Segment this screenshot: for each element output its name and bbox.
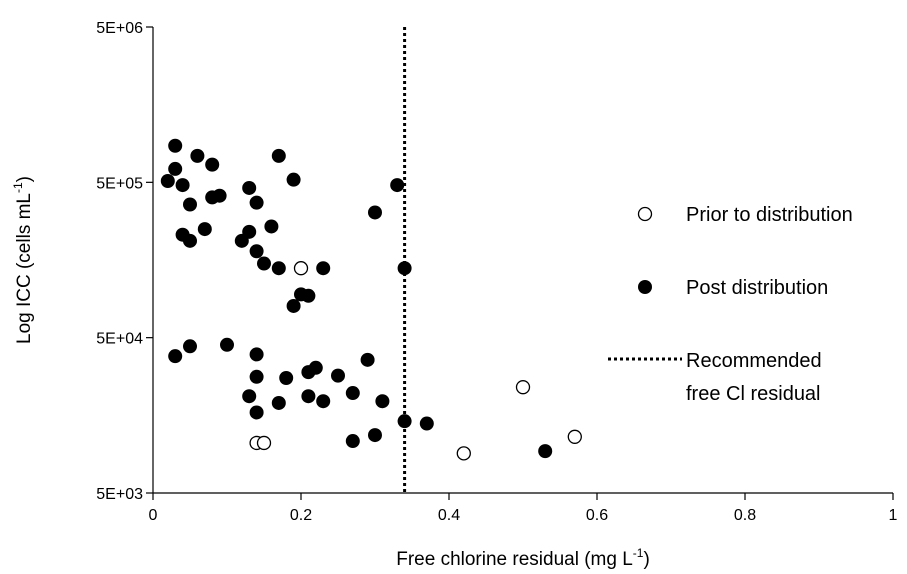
- point-post-distribution: [197, 222, 212, 237]
- point-post-distribution: [360, 352, 375, 367]
- point-post-distribution: [242, 180, 257, 195]
- point-post-distribution: [271, 395, 286, 410]
- point-post-distribution: [301, 288, 316, 303]
- point-post-distribution: [168, 161, 183, 176]
- x-tick-label: 0.2: [290, 507, 312, 524]
- x-axis-label: Free chlorine residual (mg L-1): [396, 546, 650, 570]
- legend-label-reference-line1: Recommended: [686, 350, 822, 372]
- point-post-distribution: [345, 434, 360, 449]
- point-prior-distribution: [567, 429, 582, 444]
- point-post-distribution: [264, 219, 279, 234]
- point-post-distribution: [331, 368, 345, 383]
- x-tick-label: 0.6: [586, 507, 608, 524]
- point-post-distribution: [183, 197, 197, 212]
- point-post-distribution: [397, 261, 412, 276]
- point-post-distribution: [538, 444, 553, 459]
- legend-marker-post: [638, 280, 652, 294]
- x-tick-label: 1: [889, 507, 898, 524]
- legend-label-post: Post distribution: [686, 277, 828, 299]
- y-tick-label: 5E+05: [96, 175, 143, 192]
- x-ticks: 0 0.2 0.4 0.6 0.8 1: [149, 493, 898, 524]
- x-tick-label: 0: [149, 507, 158, 524]
- point-post-distribution: [183, 339, 197, 354]
- point-post-distribution: [279, 370, 294, 385]
- point-prior-distribution: [456, 446, 471, 461]
- point-post-distribution: [271, 148, 286, 163]
- point-post-distribution: [183, 233, 197, 248]
- legend-label-reference-line2: free Cl residual: [686, 383, 821, 405]
- y-ticks: 5E+03 5E+04 5E+05 5E+06: [96, 20, 153, 503]
- point-post-distribution: [308, 360, 323, 375]
- point-post-distribution: [190, 148, 205, 163]
- point-post-distribution: [168, 138, 183, 153]
- point-prior-distribution: [293, 261, 309, 276]
- x-tick-label: 0.4: [438, 507, 460, 524]
- point-post-distribution: [419, 416, 434, 431]
- data-points: [160, 138, 582, 461]
- x-tick-label: 0.8: [734, 507, 756, 524]
- point-post-distribution: [345, 386, 360, 401]
- axes: [152, 27, 893, 494]
- point-post-distribution: [205, 157, 220, 172]
- point-post-distribution: [249, 244, 264, 259]
- point-post-distribution: [271, 261, 286, 276]
- legend-label-prior: Prior to distribution: [686, 204, 853, 226]
- point-post-distribution: [286, 298, 301, 313]
- y-tick-label: 5E+06: [96, 20, 143, 37]
- point-post-distribution: [368, 428, 382, 443]
- point-post-distribution: [249, 347, 264, 362]
- point-post-distribution: [175, 178, 190, 193]
- point-post-distribution: [242, 389, 257, 404]
- point-post-distribution: [375, 394, 390, 409]
- legend-marker-prior: [637, 206, 653, 222]
- point-post-distribution: [316, 261, 331, 276]
- point-prior-distribution: [256, 435, 272, 451]
- point-post-distribution: [301, 389, 316, 404]
- legend: Prior to distribution Post distribution …: [608, 204, 853, 405]
- point-post-distribution: [220, 337, 234, 352]
- point-post-distribution: [368, 205, 382, 220]
- point-post-distribution: [160, 173, 175, 188]
- point-post-distribution: [168, 349, 183, 364]
- point-post-distribution: [286, 172, 301, 187]
- y-axis-label: Log ICC (cells mL-1): [11, 176, 35, 344]
- point-post-distribution: [249, 369, 264, 384]
- point-post-distribution: [390, 178, 405, 193]
- point-post-distribution: [249, 405, 264, 420]
- point-prior-distribution: [515, 380, 531, 395]
- point-post-distribution: [242, 224, 257, 239]
- point-post-distribution: [397, 414, 412, 429]
- point-post-distribution: [316, 394, 331, 409]
- point-post-distribution: [249, 195, 264, 210]
- point-post-distribution: [212, 188, 227, 203]
- y-tick-label: 5E+03: [96, 486, 143, 503]
- point-post-distribution: [257, 256, 271, 271]
- y-tick-label: 5E+04: [96, 331, 143, 348]
